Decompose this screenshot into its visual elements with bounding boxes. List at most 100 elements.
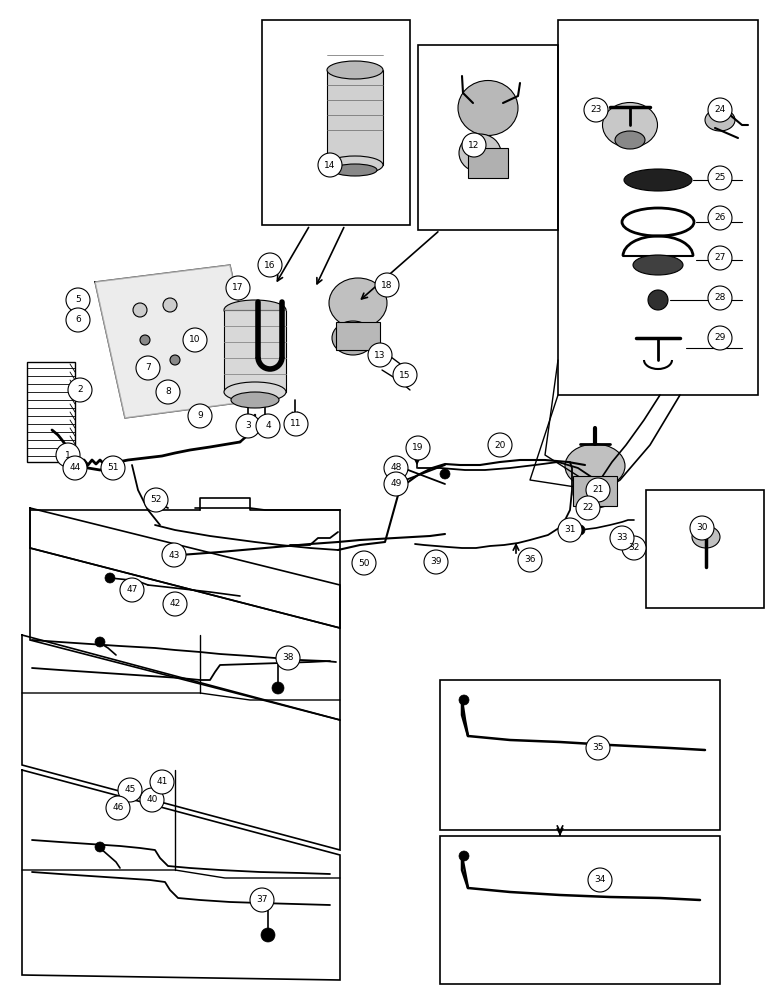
- Circle shape: [462, 133, 486, 157]
- Circle shape: [390, 470, 400, 480]
- Text: 15: 15: [399, 370, 411, 379]
- Circle shape: [256, 414, 280, 438]
- Text: 28: 28: [714, 294, 726, 302]
- Circle shape: [284, 412, 308, 436]
- Text: 40: 40: [147, 796, 157, 804]
- Ellipse shape: [615, 131, 645, 149]
- Bar: [262, 20, 410, 225]
- Text: 11: 11: [290, 420, 302, 428]
- Circle shape: [68, 378, 92, 402]
- Ellipse shape: [565, 444, 625, 488]
- Text: 14: 14: [324, 160, 336, 169]
- Circle shape: [188, 404, 212, 428]
- Circle shape: [66, 308, 90, 332]
- Circle shape: [459, 695, 469, 705]
- Circle shape: [424, 550, 448, 574]
- Circle shape: [163, 298, 177, 312]
- Text: 7: 7: [145, 363, 151, 372]
- Circle shape: [708, 246, 732, 270]
- Circle shape: [406, 436, 430, 460]
- Circle shape: [576, 496, 600, 520]
- Circle shape: [170, 355, 180, 365]
- Bar: [468, 148, 508, 178]
- Circle shape: [440, 469, 450, 479]
- Text: 49: 49: [391, 480, 401, 488]
- Circle shape: [622, 536, 646, 560]
- Text: 34: 34: [594, 876, 606, 884]
- Ellipse shape: [624, 169, 692, 191]
- Bar: [327, 70, 383, 165]
- Circle shape: [708, 286, 732, 310]
- Text: 23: 23: [591, 105, 601, 114]
- Circle shape: [276, 646, 300, 670]
- Text: 37: 37: [256, 896, 268, 904]
- Text: 22: 22: [582, 504, 594, 512]
- Text: 1: 1: [65, 450, 71, 460]
- Circle shape: [136, 356, 160, 380]
- Text: 43: 43: [168, 550, 180, 560]
- Ellipse shape: [633, 255, 683, 275]
- Circle shape: [558, 518, 582, 542]
- Text: 12: 12: [469, 140, 479, 149]
- Circle shape: [518, 548, 542, 572]
- Ellipse shape: [224, 300, 286, 320]
- Text: 44: 44: [69, 464, 80, 473]
- Circle shape: [610, 526, 634, 550]
- Circle shape: [105, 573, 115, 583]
- Text: 41: 41: [156, 778, 168, 786]
- Circle shape: [150, 770, 174, 794]
- Circle shape: [156, 380, 180, 404]
- Ellipse shape: [333, 164, 377, 176]
- Ellipse shape: [705, 109, 735, 131]
- Bar: [573, 476, 617, 506]
- Circle shape: [586, 478, 610, 502]
- Circle shape: [236, 414, 260, 438]
- Text: 52: 52: [151, 495, 161, 504]
- Text: 24: 24: [714, 105, 726, 114]
- Ellipse shape: [327, 156, 383, 174]
- Text: 4: 4: [266, 422, 271, 430]
- Circle shape: [250, 888, 274, 912]
- Circle shape: [708, 98, 732, 122]
- Bar: [558, 20, 758, 395]
- Circle shape: [384, 472, 408, 496]
- Circle shape: [588, 868, 612, 892]
- Bar: [418, 45, 558, 230]
- Circle shape: [56, 443, 80, 467]
- Circle shape: [106, 796, 130, 820]
- Circle shape: [140, 335, 150, 345]
- Text: 5: 5: [75, 296, 81, 304]
- Circle shape: [488, 433, 512, 457]
- Text: 51: 51: [107, 464, 119, 473]
- Text: 16: 16: [264, 260, 276, 269]
- Text: 6: 6: [75, 316, 81, 324]
- Text: 27: 27: [714, 253, 726, 262]
- Text: 21: 21: [592, 486, 604, 494]
- Text: 29: 29: [714, 334, 726, 342]
- Ellipse shape: [231, 392, 279, 408]
- Circle shape: [95, 842, 105, 852]
- Text: 33: 33: [616, 534, 628, 542]
- Circle shape: [144, 488, 168, 512]
- Ellipse shape: [332, 321, 374, 355]
- Text: 50: 50: [358, 558, 370, 568]
- Circle shape: [63, 456, 87, 480]
- Text: 32: 32: [628, 544, 640, 552]
- Text: 45: 45: [124, 786, 136, 794]
- Text: 17: 17: [232, 284, 244, 292]
- Bar: [27, 362, 75, 462]
- Bar: [440, 680, 720, 830]
- Circle shape: [183, 328, 207, 352]
- Circle shape: [162, 543, 186, 567]
- Circle shape: [318, 153, 342, 177]
- Circle shape: [95, 637, 105, 647]
- Circle shape: [690, 516, 714, 540]
- Circle shape: [163, 592, 187, 616]
- Text: 2: 2: [77, 385, 83, 394]
- Ellipse shape: [327, 61, 383, 79]
- Circle shape: [352, 551, 376, 575]
- Circle shape: [118, 778, 142, 802]
- Ellipse shape: [692, 526, 720, 548]
- Ellipse shape: [458, 81, 518, 135]
- Text: 26: 26: [714, 214, 726, 223]
